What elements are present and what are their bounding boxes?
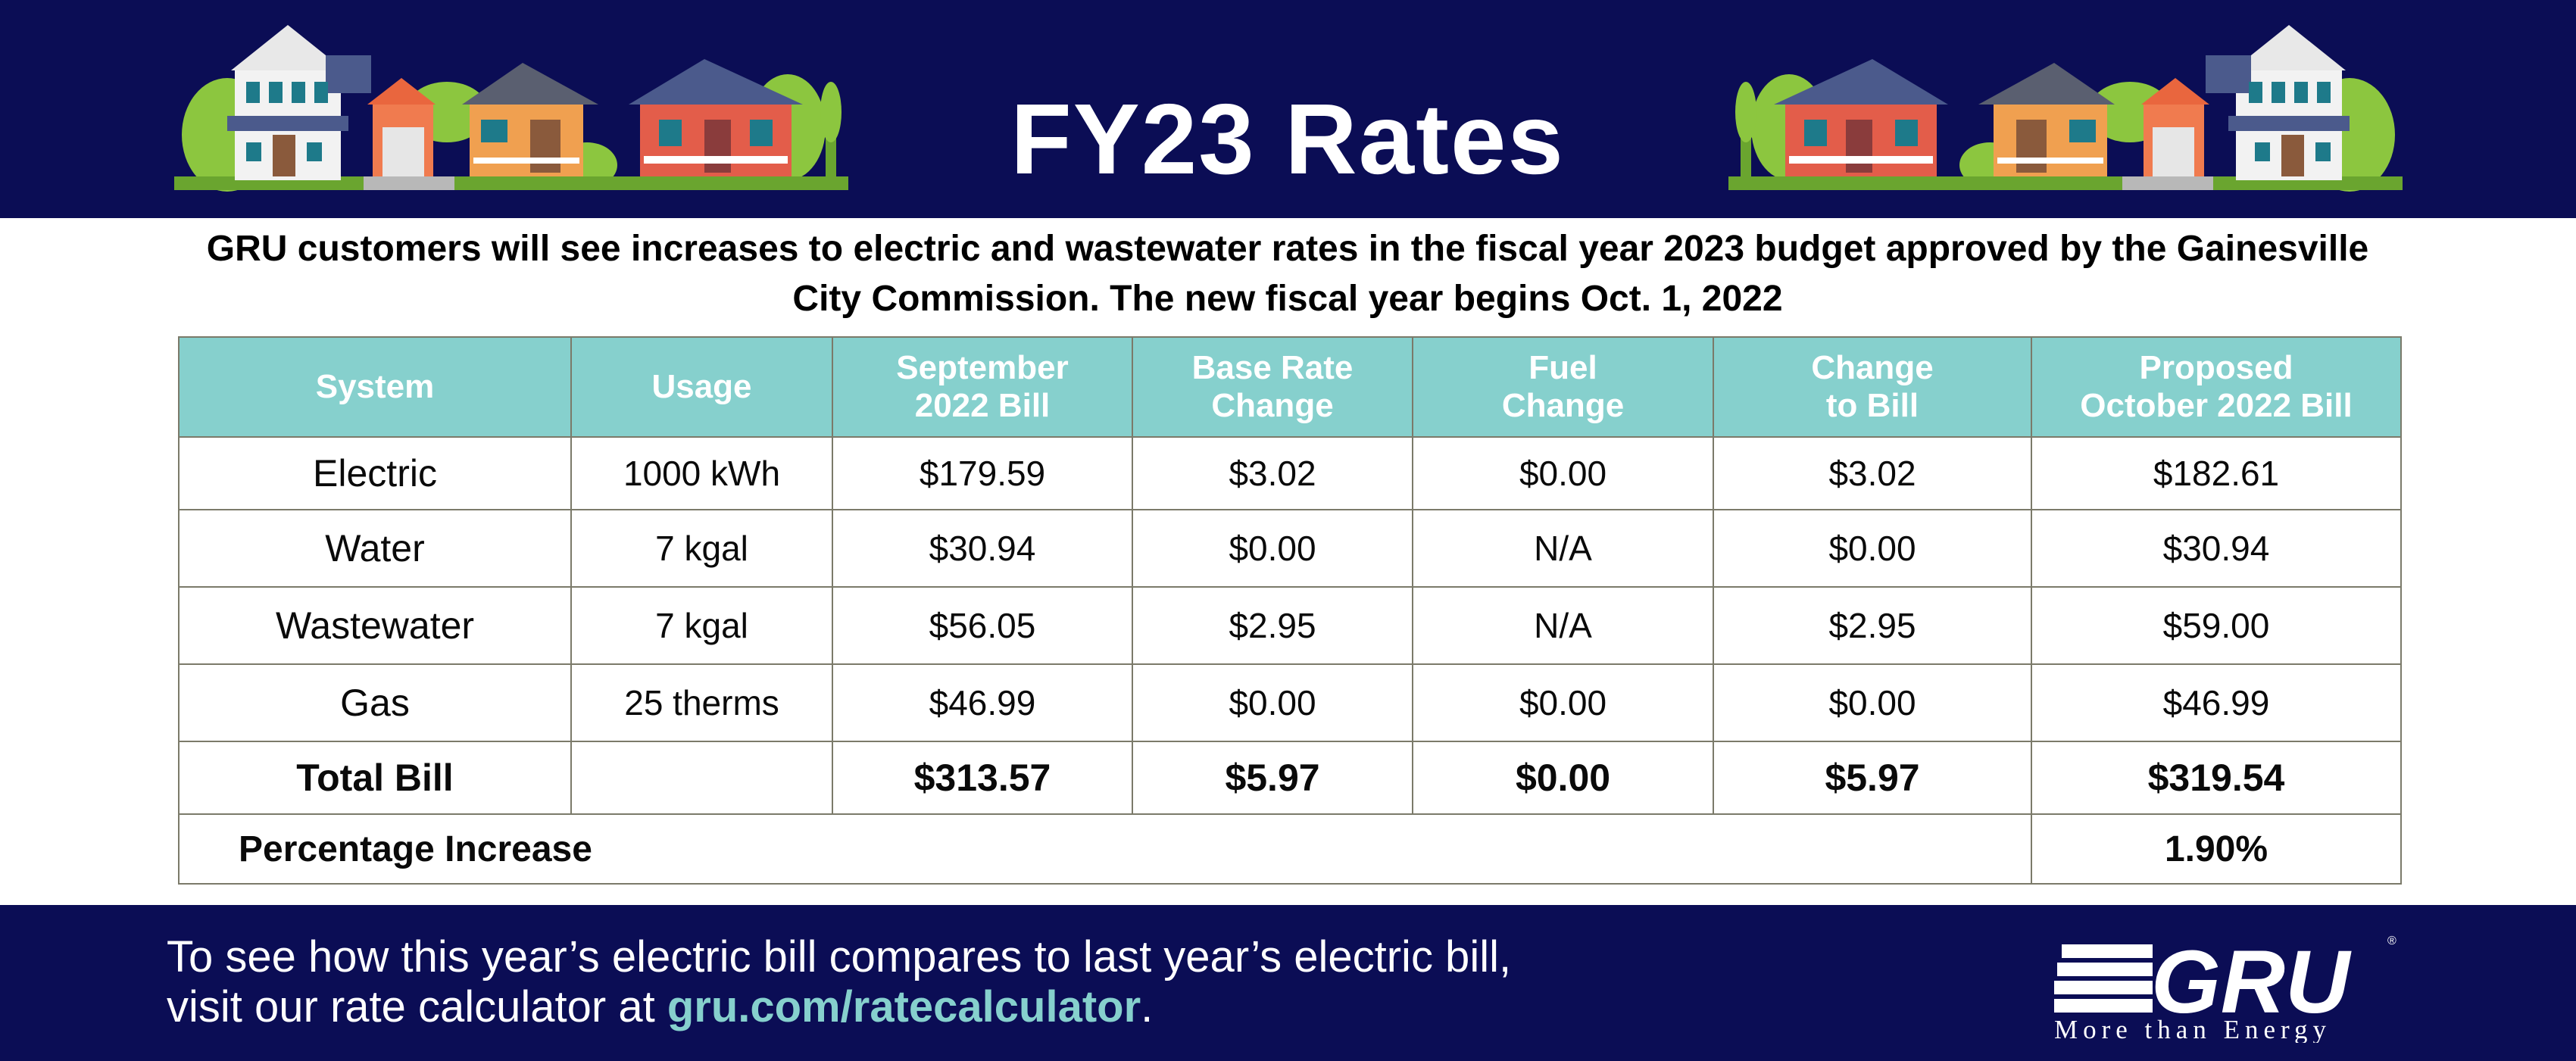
houses-illustration-icon — [174, 25, 848, 192]
intro-line-2: City Commission. The new fiscal year beg… — [792, 279, 1783, 319]
houses-illustration-icon — [1728, 25, 2403, 192]
cell-fuel-change: $0.00 — [1412, 663, 1714, 742]
cell-september-bill: $56.05 — [832, 586, 1133, 665]
cell-proposed-bill: $30.94 — [2031, 509, 2402, 588]
cell-fuel-change: $0.00 — [1412, 436, 1714, 510]
cell-fuel-change: N/A — [1412, 509, 1714, 588]
cell-change-to-bill: $0.00 — [1713, 509, 2032, 588]
cell-system: Water — [178, 509, 572, 588]
cell-system: Gas — [178, 663, 572, 742]
cell-change-to-bill: $3.02 — [1713, 436, 2032, 510]
cell-usage: 1000 kWh — [570, 436, 833, 510]
logo-tagline: More than Energy — [2054, 1015, 2331, 1043]
cell-usage: 25 therms — [570, 663, 833, 742]
footer-text: To see how this year’s electric bill com… — [167, 932, 1511, 1032]
cell-change-to-bill: $2.95 — [1713, 586, 2032, 665]
cell-base-rate-change: $3.02 — [1132, 436, 1413, 510]
cell-total-september-bill: $313.57 — [832, 741, 1133, 815]
cell-system: Wastewater — [178, 586, 572, 665]
cell-total-usage — [570, 741, 833, 815]
table-header-row: System Usage September 2022 Bill Base Rat… — [178, 336, 2402, 438]
total-row: Total Bill $313.57 $5.97 $0.00 $5.97 $31… — [178, 741, 2402, 815]
cell-base-rate-change: $0.00 — [1132, 509, 1413, 588]
rates-table: System Usage September 2022 Bill Base Rat… — [178, 336, 2402, 885]
cell-change-to-bill: $0.00 — [1713, 663, 2032, 742]
cell-usage: 7 kgal — [570, 509, 833, 588]
header-proposed-bill: Proposed October 2022 Bill — [2031, 336, 2402, 438]
header-change-to-bill: Change to Bill — [1713, 336, 2032, 438]
cell-usage: 7 kgal — [570, 586, 833, 665]
cell-proposed-bill: $59.00 — [2031, 586, 2402, 665]
cell-september-bill: $179.59 — [832, 436, 1133, 510]
cell-proposed-bill: $182.61 — [2031, 436, 2402, 510]
footer-banner: To see how this year’s electric bill com… — [0, 905, 2576, 1061]
cell-base-rate-change: $2.95 — [1132, 586, 1413, 665]
percentage-row: Percentage Increase 1.90% — [178, 813, 2402, 885]
cell-total-change-to-bill: $5.97 — [1713, 741, 2032, 815]
header-system: System — [178, 336, 572, 438]
footer-line-1: To see how this year’s electric bill com… — [167, 932, 1512, 981]
cell-total-base-rate-change: $5.97 — [1132, 741, 1413, 815]
header-september-bill: September 2022 Bill — [832, 336, 1133, 438]
table-row: Wastewater 7 kgal $56.05 $2.95 N/A $2.95… — [178, 586, 2402, 665]
cell-september-bill: $46.99 — [832, 663, 1133, 742]
percentage-value: 1.90% — [2031, 813, 2402, 885]
intro-line-1: GRU customers will see increases to elec… — [206, 229, 2369, 269]
percentage-label: Percentage Increase — [178, 813, 2032, 885]
logo-registered-mark: ® — [2387, 935, 2396, 947]
cell-total-label: Total Bill — [178, 741, 572, 815]
cell-total-fuel-change: $0.00 — [1412, 741, 1714, 815]
cell-base-rate-change: $0.00 — [1132, 663, 1413, 742]
header-usage: Usage — [570, 336, 833, 438]
rate-calculator-link[interactable]: gru.com/ratecalculator — [667, 982, 1141, 1031]
cell-proposed-bill: $46.99 — [2031, 663, 2402, 742]
logo-text: GRU — [2151, 932, 2352, 1032]
header-base-rate-change: Base Rate Change — [1132, 336, 1413, 438]
intro-text: GRU customers will see increases to elec… — [151, 224, 2424, 324]
header-banner: FY23 Rates — [0, 0, 2576, 218]
footer-line-2: visit our rate calculator at gru.com/rat… — [167, 982, 1154, 1031]
header-fuel-change: Fuel Change — [1412, 336, 1714, 438]
table-row: Water 7 kgal $30.94 $0.00 N/A $0.00 $30.… — [178, 509, 2402, 588]
table-row: Electric 1000 kWh $179.59 $3.02 $0.00 $3… — [178, 436, 2402, 510]
cell-september-bill: $30.94 — [832, 509, 1133, 588]
page-title: FY23 Rates — [1010, 83, 1565, 195]
cell-fuel-change: N/A — [1412, 586, 1714, 665]
cell-total-proposed-bill: $319.54 — [2031, 741, 2402, 815]
gru-logo-icon: GRU ® More than Energy — [2054, 932, 2396, 1043]
table-row: Gas 25 therms $46.99 $0.00 $0.00 $0.00 $… — [178, 663, 2402, 742]
cell-system: Electric — [178, 436, 572, 510]
